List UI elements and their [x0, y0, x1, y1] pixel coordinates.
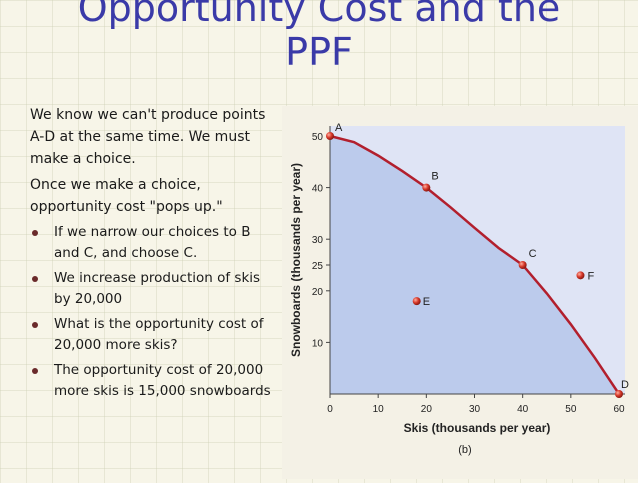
point-label-d: D	[621, 379, 629, 391]
bullet-dot-icon	[32, 230, 38, 236]
point-label-c: C	[529, 248, 537, 260]
bullet-dot-icon	[32, 276, 38, 282]
y-axis-label: Snowboards (thousands per year)	[289, 163, 303, 357]
point-label-f: F	[587, 270, 594, 282]
slide-title-line1: Opportunity Cost and the	[77, 0, 561, 30]
y-tick-label: 30	[312, 235, 324, 246]
paragraph-1: We know we can't produce points A-D at t…	[30, 107, 266, 167]
y-axis-ticks: 10 20 25 30 40 50	[312, 132, 330, 349]
x-tick-label: 40	[517, 404, 529, 415]
bullet-text: We increase production of skis by 20,000	[54, 270, 261, 307]
x-tick-label: 0	[327, 404, 333, 415]
x-axis-ticks: 0 10 20 30 40 50 60	[327, 394, 625, 415]
slide-text-column: We know we can't produce points A-D at t…	[30, 104, 280, 406]
point-e	[412, 297, 421, 306]
point-a	[326, 132, 334, 140]
ppf-curve	[329, 134, 621, 395]
x-tick-label: 10	[373, 404, 385, 415]
y-tick-label: 40	[312, 184, 324, 195]
x-tick-label: 50	[565, 404, 577, 415]
bullet-text: If we narrow our choices to B and C, and…	[54, 224, 251, 261]
slide-title: Opportunity Cost and the PPF	[0, 0, 638, 74]
point-b	[422, 183, 431, 192]
bullet-dot-icon	[32, 322, 38, 328]
ppf-area-fill	[330, 136, 619, 394]
bullet-item: The opportunity cost of 20,000 more skis…	[30, 360, 280, 402]
ppf-chart-svg: 0 10 20 30 40 50 60 10 20 25 30 40 50 A B C D E F Skis (…	[289, 122, 629, 456]
x-tick-label: 60	[613, 404, 625, 415]
chart-caption: (b)	[458, 444, 471, 456]
bullet-dot-icon	[32, 368, 38, 374]
point-f	[576, 271, 585, 280]
bullet-text: The opportunity cost of 20,000 more skis…	[54, 362, 271, 399]
bullet-item: We increase production of skis by 20,000	[30, 268, 280, 310]
y-tick-label: 20	[312, 287, 324, 298]
point-d	[615, 390, 623, 398]
chart-points: A B C D E F	[326, 122, 629, 398]
y-tick-label: 10	[312, 338, 324, 349]
bullet-list: If we narrow our choices to B and C, and…	[30, 222, 280, 402]
bullet-item: If we narrow our choices to B and C, and…	[30, 222, 280, 264]
bullet-item: What is the opportunity cost of 20,000 m…	[30, 314, 280, 356]
point-label-b: B	[431, 171, 438, 183]
ppf-chart: 0 10 20 30 40 50 60 10 20 25 30 40 50 A B C D E F Skis (…	[282, 106, 638, 479]
slide-title-line2: PPF	[285, 30, 353, 74]
x-axis-label: Skis (thousands per year)	[404, 421, 551, 435]
point-label-a: A	[335, 122, 343, 134]
y-tick-label: 50	[312, 132, 324, 143]
x-tick-label: 30	[469, 404, 481, 415]
y-tick-label: 25	[312, 261, 324, 272]
point-label-e: E	[423, 296, 430, 308]
bullet-text: What is the opportunity cost of 20,000 m…	[54, 316, 264, 353]
point-c	[518, 261, 527, 269]
x-tick-label: 20	[421, 404, 433, 415]
paragraph-2: Once we make a choice, opportunity cost …	[30, 177, 223, 215]
